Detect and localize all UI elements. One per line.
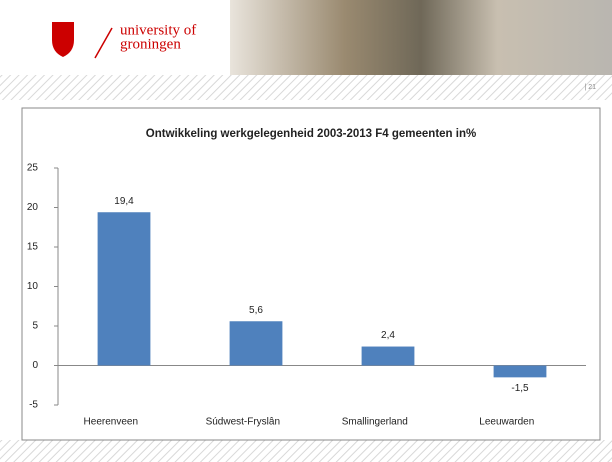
header-photo xyxy=(230,0,612,75)
x-tick-label: Smallingerland xyxy=(342,417,408,428)
bar xyxy=(361,346,415,366)
data-label: 5,6 xyxy=(249,305,263,316)
x-tick-label: Heerenveen xyxy=(84,417,138,428)
page-number: | 21 xyxy=(584,84,596,91)
logo: university of groningen xyxy=(52,22,196,59)
x-tick-label: Súdwest-Fryslân xyxy=(206,417,280,428)
hatch-band xyxy=(0,440,612,462)
y-tick-label: 15 xyxy=(27,242,39,253)
y-tick-label: -5 xyxy=(29,400,38,411)
logo-slash xyxy=(94,27,113,59)
y-tick-label: 25 xyxy=(27,163,39,174)
bar xyxy=(97,212,151,366)
y-tick-label: 0 xyxy=(32,360,38,371)
logo-text: university of xyxy=(120,22,196,38)
y-tick-label: 5 xyxy=(32,321,38,332)
chart-title: Ontwikkeling werkgelegenheid 2003-2013 F… xyxy=(146,128,476,140)
bar xyxy=(229,321,283,366)
y-tick-label: 10 xyxy=(27,281,39,292)
bar xyxy=(493,365,547,378)
data-label: -1,5 xyxy=(511,383,529,394)
x-tick-label: Leeuwarden xyxy=(479,417,534,428)
logo-shield xyxy=(52,22,74,57)
data-label: 19,4 xyxy=(114,196,134,207)
data-label: 2,4 xyxy=(381,330,395,341)
logo-text: groningen xyxy=(120,36,181,52)
y-tick-label: 20 xyxy=(27,202,39,213)
hatch-band xyxy=(0,75,612,100)
